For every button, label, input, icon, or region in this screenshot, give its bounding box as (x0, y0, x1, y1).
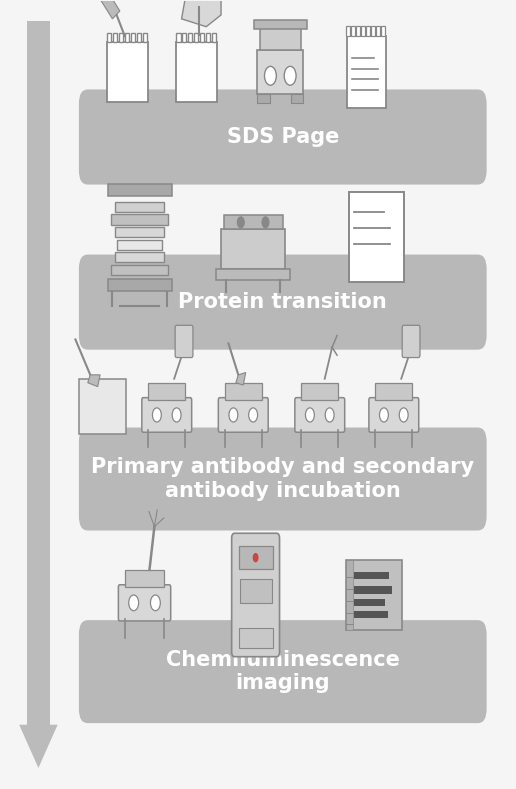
Bar (194, 33, 198, 43)
Circle shape (379, 408, 389, 422)
Bar (291, 94, 303, 103)
Bar (354, 586, 392, 593)
Bar (106, 43, 148, 102)
Circle shape (151, 595, 160, 611)
Bar (111, 215, 168, 225)
Bar (221, 230, 285, 269)
Bar (216, 269, 290, 281)
FancyBboxPatch shape (118, 585, 171, 621)
Bar (115, 202, 164, 212)
Bar (349, 192, 404, 282)
Bar (206, 33, 210, 43)
Polygon shape (100, 0, 120, 19)
Bar (239, 579, 271, 603)
Circle shape (284, 66, 296, 85)
Circle shape (129, 595, 139, 611)
FancyBboxPatch shape (232, 533, 280, 656)
Bar (200, 33, 204, 43)
Bar (346, 25, 350, 36)
Bar (131, 33, 135, 43)
Bar (346, 559, 352, 630)
Bar (125, 570, 164, 587)
FancyBboxPatch shape (26, 21, 50, 725)
Bar (212, 33, 216, 43)
Bar (257, 50, 303, 94)
Bar (361, 25, 365, 36)
Circle shape (249, 408, 257, 422)
Circle shape (262, 217, 269, 228)
Bar (117, 240, 162, 250)
Bar (253, 21, 307, 29)
Polygon shape (182, 0, 221, 27)
Bar (354, 611, 388, 618)
FancyBboxPatch shape (218, 398, 268, 432)
Bar (115, 227, 164, 237)
Circle shape (229, 408, 238, 422)
Bar (137, 33, 141, 43)
Bar (176, 33, 181, 43)
Bar (107, 184, 172, 196)
Bar (148, 383, 185, 400)
FancyBboxPatch shape (142, 398, 191, 432)
Bar (115, 252, 164, 263)
Bar (371, 25, 375, 36)
Bar (175, 43, 217, 102)
Bar (351, 25, 356, 36)
Bar (354, 572, 389, 579)
Bar (142, 33, 147, 43)
Bar (366, 25, 370, 36)
FancyBboxPatch shape (402, 325, 420, 357)
Text: Chemiluminescence
imaging: Chemiluminescence imaging (166, 650, 400, 694)
Text: SDS Page: SDS Page (227, 127, 339, 147)
FancyBboxPatch shape (79, 620, 487, 724)
Bar (375, 383, 412, 400)
FancyBboxPatch shape (175, 325, 193, 357)
FancyBboxPatch shape (295, 398, 345, 432)
Bar (107, 279, 172, 290)
Circle shape (237, 217, 244, 228)
Bar (223, 215, 283, 230)
Bar (346, 559, 402, 630)
Circle shape (399, 408, 408, 422)
Bar (301, 383, 338, 400)
Circle shape (152, 408, 162, 422)
Bar (111, 265, 168, 275)
Bar (125, 33, 129, 43)
Polygon shape (19, 725, 58, 768)
Bar (107, 33, 111, 43)
Circle shape (253, 553, 259, 563)
Bar (79, 379, 126, 434)
FancyBboxPatch shape (79, 89, 487, 185)
Circle shape (172, 408, 181, 422)
Bar (354, 599, 384, 606)
Circle shape (265, 66, 277, 85)
Bar (238, 546, 272, 570)
Bar (113, 33, 117, 43)
Circle shape (325, 408, 334, 422)
Bar (260, 25, 301, 50)
Text: Primary antibody and secondary
antibody incubation: Primary antibody and secondary antibody … (91, 458, 474, 500)
Bar (238, 628, 272, 648)
Polygon shape (88, 375, 100, 387)
Bar (182, 33, 186, 43)
Circle shape (305, 408, 314, 422)
Bar (257, 94, 270, 103)
Bar (376, 25, 380, 36)
Bar (381, 25, 385, 36)
FancyBboxPatch shape (79, 428, 487, 530)
Bar (188, 33, 192, 43)
FancyBboxPatch shape (79, 255, 487, 350)
Bar (347, 36, 386, 108)
Bar (357, 25, 360, 36)
Text: Protein transition: Protein transition (179, 292, 387, 312)
Bar (119, 33, 123, 43)
Polygon shape (236, 372, 246, 385)
Bar (225, 383, 262, 400)
FancyBboxPatch shape (369, 398, 419, 432)
